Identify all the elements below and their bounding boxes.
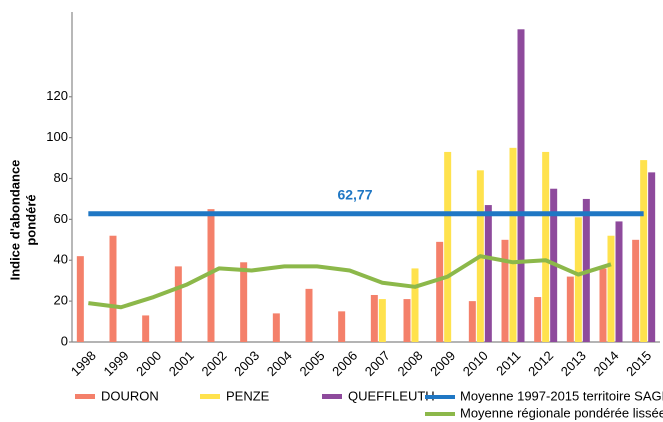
bar [436,241,444,342]
y-tick-label: 20 [54,293,68,308]
x-tick-label: 2013 [558,348,589,379]
x-tick-label: 2009 [427,348,458,379]
bar [76,256,84,342]
bar [574,217,582,342]
bar [566,276,574,342]
bar [509,147,517,342]
x-tick-label: 2014 [590,348,621,379]
legend-label: PENZE [226,388,270,403]
bar [411,268,419,342]
bar [378,299,386,342]
bar [517,29,525,343]
bar [534,297,542,342]
bar [468,301,476,342]
bar [599,268,607,342]
bar [484,205,492,342]
bar [403,299,411,342]
legend-swatch [200,394,220,399]
y-axis-label: Indice d'abondance pondéré [7,160,38,281]
bar [640,160,648,342]
reference-label: 62,77 [337,186,372,202]
bar [648,172,656,342]
x-tick-label: 2005 [296,348,327,379]
bar [207,209,215,342]
bar [338,311,346,342]
x-tick-label: 2000 [133,348,164,379]
y-tick-label: 120 [46,88,68,103]
x-tick-label: 2010 [460,348,491,379]
bar [109,235,117,342]
bar [542,151,550,342]
bar [142,315,150,342]
x-tick-label: 2002 [198,348,229,379]
y-tick-label: 60 [54,211,68,226]
x-tick-label: 2011 [493,348,523,378]
x-tick-label: 2001 [166,348,197,379]
bar [607,235,615,342]
bar [632,239,640,342]
x-tick-label: 1999 [100,348,131,379]
bar [305,288,313,342]
legend-swatch [75,394,95,399]
bar [272,313,280,342]
legend-label: QUEFFLEUTH [348,388,435,403]
bar [174,266,182,342]
trend-line [88,254,612,310]
x-tick-label: 2003 [231,348,262,379]
y-tick-label: 80 [54,170,68,185]
x-tick-label: 2006 [329,348,360,379]
bar [615,221,623,342]
y-tick-label: 100 [46,129,68,144]
x-tick-label: 2007 [362,348,393,379]
legend-label: Moyenne 1997-2015 territoire SAGE [460,388,663,403]
x-tick-label: 2015 [623,348,654,379]
bar [501,239,509,342]
y-label-line: pondéré [23,194,38,245]
x-tick-label: 2004 [264,348,295,379]
x-tick-label: 1998 [68,348,99,379]
legend-label: DOURON [101,388,159,403]
bar [240,262,248,342]
bar [370,294,378,342]
bar [444,151,452,342]
legend-swatch [322,394,342,399]
y-tick-label: 40 [54,252,68,267]
x-tick-label: 2008 [394,348,425,379]
y-label-line: Indice d'abondance [7,160,22,281]
legend-label: Moyenne régionale pondérée lissée [460,405,663,420]
y-tick-label: 0 [61,333,68,348]
x-tick-label: 2012 [525,348,556,379]
